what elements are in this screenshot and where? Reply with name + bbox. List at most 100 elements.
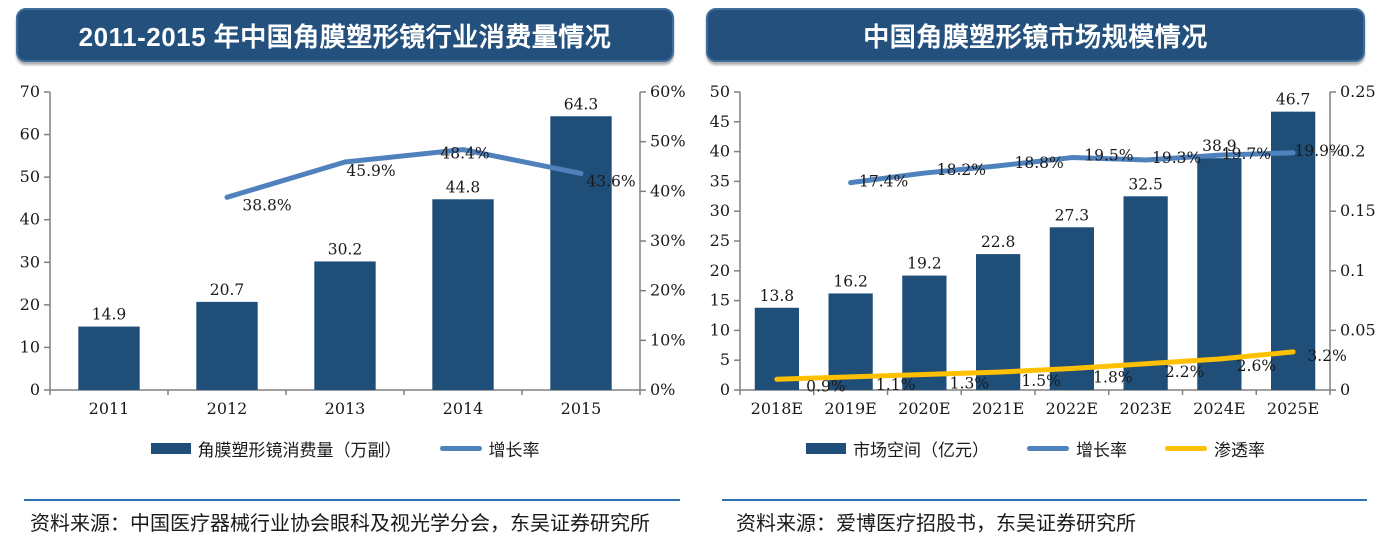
- bar: [550, 116, 612, 390]
- right-axis-tick-label: 30%: [650, 231, 686, 250]
- market-size-source-text: 资料来源：爱博医疗招股书，东吴证券研究所: [736, 513, 1136, 535]
- line-value-label: 17.4%: [859, 173, 908, 191]
- left-axis-tick-label: 40: [20, 210, 40, 229]
- market-size-chart: 0 5 10 15 20 25 30 35 40 45 50 0 0.05 0.1 0.15 0.2 0.25 2…: [710, 82, 1376, 418]
- market-size-chart-title-bar: 中国角膜塑形镜市场规模情况: [706, 8, 1365, 62]
- line-value-label: 18.8%: [1015, 154, 1064, 172]
- left-axis-tick-label: 10: [710, 320, 730, 339]
- line-value-label: 48.4%: [440, 145, 489, 163]
- right-axis-tick-label: 10%: [650, 330, 686, 349]
- left-axis-tick-label: 20: [710, 261, 730, 280]
- legend-item: 增长率: [1027, 436, 1127, 461]
- right-axis-tick-label: 50%: [650, 132, 686, 151]
- right-axis-tick-label: 0.05: [1340, 320, 1376, 339]
- bar-value-label: 20.7: [210, 281, 245, 299]
- left-axis-tick-label: 35: [710, 171, 730, 190]
- left-axis-tick-label: 45: [710, 112, 730, 131]
- bar-value-label: 64.3: [564, 95, 599, 113]
- legend-line-swatch: [1165, 445, 1207, 451]
- consumption-chart: 0 10 20 30 40 50 60 70 0% 10% 20% 30% 40% 50% 60% 2011 2…: [20, 82, 686, 418]
- source-divider: [722, 499, 1367, 501]
- bar-value-label: 44.8: [446, 178, 481, 196]
- x-axis-label: 2014: [443, 399, 484, 418]
- market-size-panel: 中国角膜塑形镜市场规模情况 0 5 10 15 20 25 30 35 40 45 50 0 0.05 0…: [690, 0, 1381, 540]
- right-axis-tick-label: 0.25: [1340, 82, 1376, 101]
- x-axis-label: 2015: [561, 399, 602, 418]
- legend-label: 增长率: [1076, 440, 1127, 461]
- right-axis-tick-label: 20%: [650, 281, 686, 300]
- left-axis-tick-label: 40: [710, 142, 730, 161]
- line-value-label: 19.7%: [1222, 145, 1271, 163]
- left-axis-tick-label: 0: [30, 380, 40, 399]
- source-divider: [24, 499, 680, 501]
- consumption-chart-title-bar: 2011-2015 年中国角膜塑形镜行业消费量情况: [16, 8, 674, 62]
- legend-item: 增长率: [439, 436, 540, 461]
- x-axis-label: 2020E: [898, 399, 950, 418]
- bar-value-label: 46.7: [1276, 91, 1311, 109]
- legend-label: 渗透率: [1214, 440, 1265, 461]
- bar: [1271, 111, 1316, 390]
- bar-value-label: 32.5: [1128, 175, 1163, 193]
- legend-bar-swatch: [806, 442, 846, 454]
- bar: [1123, 196, 1168, 390]
- bar: [902, 275, 947, 390]
- left-axis-tick-label: 50: [710, 82, 730, 101]
- line-series: [774, 349, 1296, 382]
- bar-value-label: 14.9: [92, 306, 127, 324]
- right-axis-tick-label: 0%: [650, 380, 675, 399]
- consumption-chart-title: 2011-2015 年中国角膜塑形镜行业消费量情况: [78, 21, 612, 52]
- bar: [78, 326, 140, 390]
- left-axis-tick-label: 25: [710, 231, 730, 250]
- legend-line-swatch: [1027, 445, 1069, 451]
- left-axis-tick-label: 10: [20, 337, 40, 356]
- x-axis-label: 2024E: [1193, 399, 1245, 418]
- right-axis-tick-label: 0.1: [1340, 261, 1365, 280]
- left-axis-tick-label: 20: [20, 295, 40, 314]
- legend-item: 渗透率: [1165, 436, 1265, 461]
- line-value-label: 2.6%: [1237, 357, 1276, 375]
- left-axis-tick-label: 70: [20, 82, 40, 101]
- legend-label: 市场空间（亿元）: [853, 440, 989, 461]
- x-axis-label: 2021E: [972, 399, 1024, 418]
- line-value-label: 19.5%: [1084, 147, 1133, 165]
- right-axis-tick-label: 60%: [650, 82, 686, 101]
- right-axis-tick-label: 40%: [650, 181, 686, 200]
- market-size-source-block: 资料来源：爱博医疗招股书，东吴证券研究所: [690, 499, 1381, 540]
- left-axis-tick-label: 30: [710, 201, 730, 220]
- left-axis-tick-label: 15: [710, 291, 730, 310]
- line-value-label: 0.9%: [806, 377, 845, 395]
- bar: [432, 199, 494, 390]
- right-axis-tick-label: 0.15: [1340, 201, 1376, 220]
- bar-value-label: 30.2: [328, 240, 363, 258]
- line-series: [848, 150, 1296, 186]
- line-value-label: 1.3%: [950, 375, 989, 393]
- line-value-label: 45.9%: [346, 162, 395, 180]
- bar-value-label: 38.9: [1202, 137, 1237, 155]
- bar: [314, 261, 376, 390]
- x-axis-label: 2011: [89, 399, 130, 418]
- x-axis-label: 2025E: [1267, 399, 1319, 418]
- bar-value-label: 16.2: [833, 272, 868, 290]
- x-axis-label: 2023E: [1119, 399, 1171, 418]
- bar-value-label: 22.8: [981, 233, 1016, 251]
- market-size-chart-legend: 市场空间（亿元） 增长率 渗透率: [690, 432, 1381, 464]
- market-size-chart-title: 中国角膜塑形镜市场规模情况: [863, 21, 1208, 52]
- bar: [754, 307, 799, 390]
- legend-line-swatch: [439, 445, 482, 451]
- line-value-label: 3.2%: [1307, 347, 1346, 365]
- bar: [1049, 227, 1094, 390]
- consumption-source-text: 资料来源：中国医疗器械行业协会眼科及视光学分会，东吴证券研究所: [30, 513, 650, 535]
- line-value-label: 19.3%: [1152, 149, 1201, 167]
- left-axis-tick-label: 30: [20, 252, 40, 271]
- bar-value-label: 27.3: [1055, 206, 1090, 224]
- x-axis-label: 2013: [325, 399, 366, 418]
- x-axis-label: 2012: [207, 399, 248, 418]
- x-axis-label: 2022E: [1046, 399, 1098, 418]
- left-axis-tick-label: 60: [20, 125, 40, 144]
- left-axis-tick-label: 0: [720, 380, 730, 399]
- line-value-label: 38.8%: [242, 196, 291, 214]
- right-axis-tick-label: 0: [1340, 380, 1350, 399]
- consumption-panel: 2011-2015 年中国角膜塑形镜行业消费量情况 0 10 20 30 40 50 60 7…: [0, 0, 690, 540]
- bar-value-label: 13.8: [760, 287, 795, 305]
